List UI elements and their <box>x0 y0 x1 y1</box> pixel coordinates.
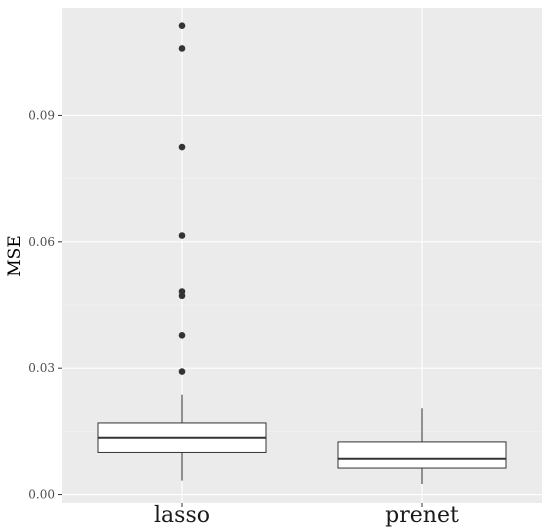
grid-lines <box>62 8 542 503</box>
x-tick-label: lasso <box>154 503 210 528</box>
y-tick-label: 0.09 <box>28 108 55 122</box>
box-body <box>337 441 507 469</box>
y-tick-label: 0.00 <box>28 488 55 502</box>
outlier-point <box>178 368 186 375</box>
outlier-point <box>178 143 186 151</box>
outlier-point <box>178 288 186 295</box>
box-prenet <box>337 408 507 485</box>
x-axis-ticks: lasso prenet <box>154 503 459 528</box>
outlier-point <box>178 22 186 29</box>
y-tick-label: 0.03 <box>28 361 55 375</box>
outlier-point <box>178 45 186 52</box>
box-series <box>97 22 507 485</box>
y-axis-ticks: 0.00 0.03 0.06 0.09 <box>28 108 62 502</box>
plot-panel <box>62 8 542 503</box>
x-tick-label: prenet <box>385 503 459 528</box>
y-tick-label: 0.06 <box>28 235 55 249</box>
y-axis-title: MSE <box>5 235 25 276</box>
outlier-point <box>178 232 186 239</box>
box-lasso <box>97 22 267 481</box>
outlier-point <box>178 332 186 339</box>
